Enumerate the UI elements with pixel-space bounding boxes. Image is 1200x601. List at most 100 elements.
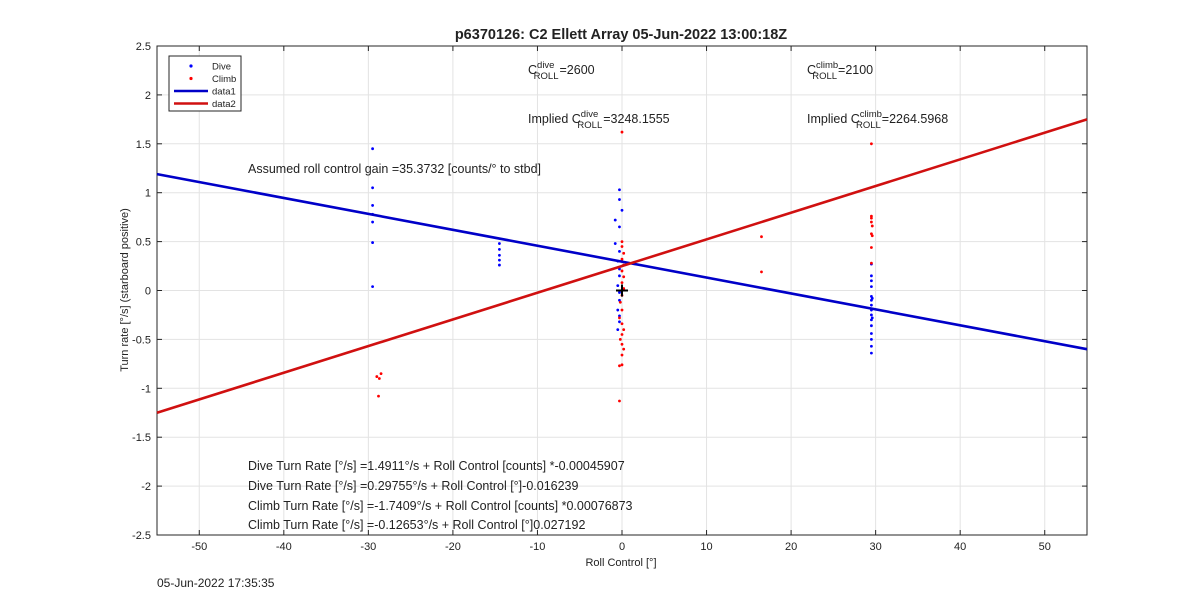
climb-point	[622, 328, 626, 332]
climb-point	[618, 364, 621, 368]
climb-point	[375, 375, 379, 378]
climb-point	[377, 377, 381, 380]
c-dive-sub: ROLL	[534, 71, 559, 82]
climb-point	[377, 394, 380, 398]
dive-point	[870, 313, 873, 317]
dive-point	[870, 344, 873, 348]
climb-point	[870, 246, 873, 249]
fit-equation: Climb Turn Rate [°/s] =-0.12653°/s + Rol…	[248, 518, 585, 532]
dive-point	[618, 320, 621, 324]
climb-point	[620, 257, 624, 261]
dive-point	[620, 208, 624, 212]
x-tick-label: 10	[700, 541, 712, 553]
climb-point	[620, 333, 624, 336]
dive-point	[371, 220, 374, 224]
climb-point	[620, 269, 624, 273]
x-tick-label: -40	[276, 541, 292, 553]
y-tick-label: 1.5	[136, 139, 151, 151]
c-climb-prefix: C	[807, 63, 816, 77]
y-tick-label: -0.5	[132, 334, 151, 346]
y-tick-label: 2.5	[136, 41, 151, 53]
implied-climb-prefix: Implied C	[807, 112, 860, 126]
dive-point	[371, 241, 374, 244]
x-tick-label: -20	[445, 541, 461, 553]
legend-label: Climb	[212, 74, 236, 85]
dive-point	[870, 279, 873, 283]
y-tick-label: 0	[145, 286, 151, 298]
dive-point	[870, 274, 873, 278]
climb-point	[870, 261, 873, 265]
dive-point	[498, 242, 501, 245]
fit-equation: Dive Turn Rate [°/s] =0.29755°/s + Roll …	[248, 479, 578, 493]
climb-point	[620, 322, 624, 326]
implied-dive-value: =3248.1555	[603, 112, 669, 126]
dive-point	[371, 186, 374, 190]
x-tick-label: -50	[191, 541, 207, 553]
x-tick-label: -10	[530, 541, 546, 553]
climb-point	[870, 216, 873, 220]
y-tick-label: -2	[141, 481, 151, 493]
x-tick-label: -30	[360, 541, 376, 553]
dive-point	[618, 291, 621, 294]
dive-point	[870, 332, 873, 335]
data1-fit-line	[156, 172, 1088, 351]
y-tick-label: 2	[145, 90, 151, 102]
dive-point	[371, 204, 374, 207]
dive-point	[618, 274, 621, 278]
x-tick-label: 30	[870, 541, 882, 553]
y-tick-label: -2.5	[132, 530, 151, 542]
dive-point	[618, 225, 621, 229]
dive-point	[498, 258, 501, 262]
dive-point	[870, 296, 874, 300]
c-climb-sub: ROLL	[812, 71, 837, 82]
climb-point	[870, 234, 874, 238]
legend-label: data2	[212, 99, 236, 110]
y-tick-label: 0.5	[136, 237, 151, 249]
implied-dive-sup: dive	[581, 109, 598, 120]
roll-gain-annotation: Assumed roll control gain =35.3732 [coun…	[248, 162, 541, 176]
dive-point	[618, 198, 621, 201]
dive-point	[870, 338, 873, 341]
chart-title: p6370126: C2 Ellett Array 05-Jun-2022 13…	[455, 27, 787, 43]
dive-point	[371, 285, 374, 288]
dive-point	[870, 316, 874, 320]
climb-point	[760, 270, 763, 274]
dive-point	[613, 218, 617, 222]
implied-climb-value: =2264.5968	[882, 112, 948, 126]
climb-point	[620, 130, 624, 134]
dive-point	[371, 147, 374, 151]
dive-point	[616, 308, 620, 312]
y-tick-label: -1.5	[132, 432, 151, 444]
fit-equation: Dive Turn Rate [°/s] =1.4911°/s + Roll C…	[248, 459, 625, 473]
climb-point	[618, 316, 621, 320]
climb-point	[379, 372, 383, 376]
climb-point	[620, 245, 624, 248]
climb-point	[870, 142, 873, 146]
climb-point	[622, 251, 626, 255]
legend-marker	[189, 76, 193, 81]
x-tick-label: 40	[954, 541, 966, 553]
climb-point	[618, 399, 621, 403]
climb-point	[620, 342, 624, 346]
dive-point	[870, 303, 873, 307]
y-tick-label: -1	[141, 383, 151, 395]
legend-marker	[189, 64, 193, 68]
dive-point	[618, 249, 621, 253]
fit-equation: Climb Turn Rate [°/s] =-1.7409°/s + Roll…	[248, 499, 633, 513]
c-dive-prefix: C	[528, 63, 537, 77]
footer-timestamp: 05-Jun-2022 17:35:35	[157, 576, 275, 590]
c-dive-sup: dive	[537, 60, 554, 71]
dive-point	[870, 324, 873, 328]
fit-lines	[156, 118, 1088, 414]
dive-point	[498, 253, 501, 257]
implied-climb-annotation: Implied Cclimb ROLL=2264.5968	[807, 109, 948, 131]
climb-point	[870, 214, 873, 218]
climb-point	[620, 353, 624, 357]
c-climb-sup: climb	[816, 60, 838, 71]
climb-point	[618, 300, 622, 304]
climb-point	[622, 347, 626, 351]
implied-dive-annotation: Implied Cdive ROLL=3248.1555	[528, 109, 670, 131]
legend-box	[168, 55, 242, 112]
